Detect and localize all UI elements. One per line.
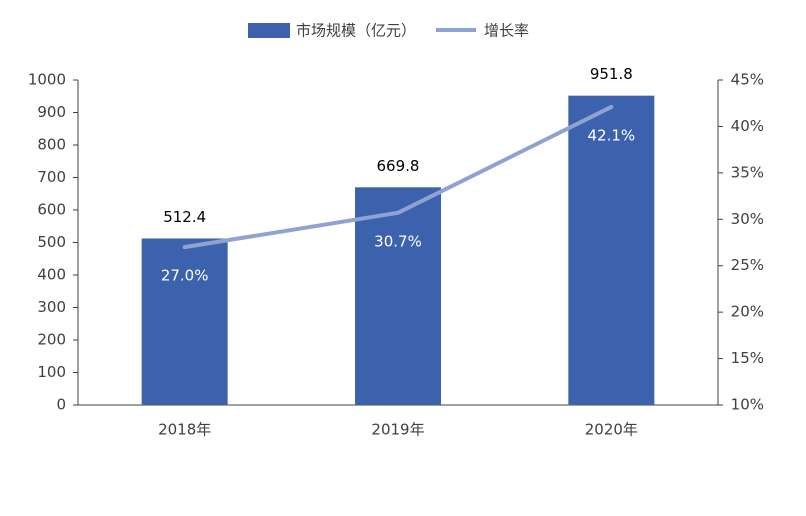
line-value-label: 30.7% [374,232,422,250]
y-tick-label: 800 [37,136,66,154]
y-tick-label: 600 [37,201,66,219]
y2-tick-label: 20% [731,303,764,321]
y-tick-label: 100 [37,363,66,381]
y-tick-label: 500 [37,233,66,251]
y2-tick-label: 25% [731,256,764,274]
y-tick-label: 0 [56,396,66,414]
x-tick-label: 2020年 [585,421,638,439]
y-tick-label: 300 [37,298,66,316]
bar-value-label: 669.8 [377,157,420,175]
y-tick-label: 200 [37,331,66,349]
y2-tick-label: 40% [731,117,764,135]
y2-tick-label: 10% [731,396,764,414]
line-value-label: 27.0% [161,267,209,285]
y-tick-label: 1000 [28,71,66,89]
y-tick-label: 700 [37,168,66,186]
y-tick-label: 400 [37,266,66,284]
x-tick-label: 2019年 [371,421,424,439]
growth-line [182,104,614,250]
bar [568,95,655,405]
bar [355,187,441,405]
x-tick-label: 2018年 [158,421,211,439]
legend-label: 市场规模（亿元） [296,22,416,40]
y2-tick-label: 35% [731,163,764,181]
y-tick-label: 900 [37,103,66,121]
legend-label: 增长率 [484,22,529,40]
y2-tick-label: 15% [731,349,764,367]
legend-swatch [248,23,290,38]
bar-value-label: 951.8 [590,65,633,83]
y2-tick-label: 45% [731,71,764,89]
line-value-label: 42.1% [588,126,636,144]
bar [141,238,228,405]
y2-tick-label: 30% [731,210,764,228]
bar-value-label: 512.4 [163,208,206,226]
